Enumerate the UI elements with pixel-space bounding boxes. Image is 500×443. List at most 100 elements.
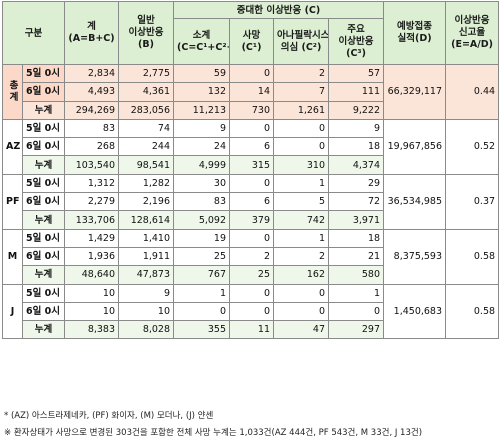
header-gubun: 구분 — [1, 1, 66, 65]
cell-major: 3,971 — [328, 210, 385, 230]
table-row: 누계 48,640 47,873 767 25 162 580 — [3, 265, 499, 285]
cell-death: 2 — [229, 246, 275, 267]
row-label: 5일 0시 — [21, 173, 66, 194]
cell-vaccinations: 36,534,985 — [383, 173, 447, 230]
cell-death: 0 — [229, 301, 275, 322]
cell-anaphyl: 162 — [273, 265, 330, 285]
cell-subtotal: 19 — [173, 228, 231, 248]
cell-subtotal: 1 — [173, 283, 231, 303]
group-label: J — [2, 283, 23, 340]
cell-anaphyl: 7 — [273, 82, 330, 102]
cell-death: 6 — [229, 137, 275, 157]
cell-total: 2,279 — [64, 192, 120, 212]
cell-subtotal: 767 — [173, 265, 231, 285]
cell-vaccinations: 8,375,593 — [383, 228, 447, 285]
row-label: 6일 0시 — [21, 192, 66, 212]
table-row: M 5일 0시 1,429 1,410 19 0 1 18 8,375,593 0.58 — [2, 228, 500, 285]
row-label: 누계 — [21, 320, 66, 340]
cell-death: 25 — [229, 265, 275, 285]
header-subtotal: 소계(C=C¹+C²+C³) — [173, 18, 231, 65]
header-total: 계 (A=B+C) — [64, 1, 120, 65]
footnote-vaccine-abbrev: * (AZ) 아스트라제네카, (PF) 화이자, (M) 모더나, (J) 얀… — [4, 411, 214, 421]
cell-general: 47,873 — [118, 265, 175, 285]
cell-anaphyl: 0 — [273, 301, 330, 322]
cell-total: 4,493 — [64, 82, 120, 102]
cell-major: 72 — [328, 192, 385, 212]
cell-anaphyl: 1,261 — [273, 100, 330, 120]
cell-death: 315 — [229, 155, 275, 175]
cell-anaphyl: 1 — [273, 228, 330, 248]
cell-general: 2,775 — [118, 63, 175, 84]
cell-general: 4,361 — [118, 82, 175, 102]
cell-anaphyl: 0 — [273, 283, 330, 303]
cell-major: 57 — [328, 63, 385, 84]
row-label: 누계 — [21, 210, 66, 230]
header-anaphylaxis: 아나필락시스 의심 (C²) — [273, 18, 330, 65]
cell-rate: 0.44 — [445, 64, 500, 120]
cell-general: 1,410 — [118, 228, 175, 248]
cell-anaphyl: 1 — [273, 173, 330, 194]
cell-anaphyl: 5 — [273, 192, 330, 212]
cell-rate: 0.58 — [445, 228, 500, 285]
cell-general: 244 — [118, 137, 175, 157]
cell-total: 1,936 — [64, 246, 120, 267]
table-row: J 5일 0시 10 9 1 0 0 1 1,450,683 0.58 — [2, 283, 500, 340]
cell-total: 10 — [64, 283, 120, 303]
cell-subtotal: 25 — [173, 246, 231, 267]
cell-anaphyl: 0 — [273, 137, 330, 157]
cell-subtotal: 24 — [173, 137, 231, 157]
group-label: M — [2, 228, 23, 285]
cell-death: 0 — [229, 283, 275, 303]
cell-general: 9 — [118, 283, 175, 303]
cell-general: 283,056 — [118, 100, 175, 120]
cell-anaphyl: 2 — [273, 246, 330, 267]
row-label: 5일 0시 — [21, 283, 66, 303]
cell-total: 1,429 — [64, 228, 120, 248]
row-label: 6일 0시 — [21, 137, 66, 157]
cell-total: 10 — [64, 301, 120, 322]
header-serious: 중대한 이상반응 (C) — [173, 1, 385, 19]
cell-total: 133,706 — [64, 210, 120, 230]
cell-rate: 0.52 — [445, 118, 500, 175]
cell-subtotal: 59 — [173, 63, 231, 84]
cell-general: 1,282 — [118, 173, 175, 194]
table-row: 누계 294,269 283,056 11,213 730 1,261 9,222 — [3, 100, 499, 120]
cell-general: 1,911 — [118, 246, 175, 267]
row-label: 6일 0시 — [21, 246, 66, 267]
table-row: PF 5일 0시 1,312 1,282 30 0 1 29 36,534,985 0.37 — [2, 173, 500, 230]
table-row: 누계 8,383 8,028 355 11 47 297 — [3, 320, 499, 340]
cell-total: 268 — [64, 137, 120, 157]
cell-subtotal: 132 — [173, 82, 231, 102]
cell-anaphyl: 47 — [273, 320, 330, 340]
cell-total: 83 — [64, 118, 120, 139]
cell-total: 2,834 — [64, 63, 120, 84]
table-row: 누계 103,540 98,541 4,999 315 310 4,374 — [3, 155, 499, 175]
row-label: 누계 — [21, 265, 66, 285]
cell-major: 1 — [328, 283, 385, 303]
cell-major: 297 — [328, 320, 385, 340]
cell-anaphyl: 742 — [273, 210, 330, 230]
cell-general: 10 — [118, 301, 175, 322]
group-label: AZ — [2, 118, 23, 175]
cell-anaphyl: 2 — [273, 63, 330, 84]
cell-major: 29 — [328, 173, 385, 194]
cell-general: 8,028 — [118, 320, 175, 340]
cell-general: 2,196 — [118, 192, 175, 212]
cell-vaccinations: 66,329,117 — [383, 64, 447, 120]
cell-death: 14 — [229, 82, 275, 102]
row-label: 누계 — [21, 100, 66, 120]
cell-general: 74 — [118, 118, 175, 139]
cell-death: 0 — [229, 118, 275, 139]
row-label: 6일 0시 — [21, 82, 66, 102]
cell-major: 580 — [328, 265, 385, 285]
cell-total: 48,640 — [64, 265, 120, 285]
header-vaccinations: 예방접종 실적(D) — [383, 1, 447, 65]
cell-rate: 0.58 — [445, 283, 500, 340]
header-death: 사망 (C¹) — [229, 18, 275, 65]
cell-death: 730 — [229, 100, 275, 120]
cell-subtotal: 11,213 — [173, 100, 231, 120]
cell-major: 21 — [328, 246, 385, 267]
header-major: 주요 이상반응 (C³) — [328, 18, 385, 65]
cell-death: 6 — [229, 192, 275, 212]
cell-subtotal: 9 — [173, 118, 231, 139]
